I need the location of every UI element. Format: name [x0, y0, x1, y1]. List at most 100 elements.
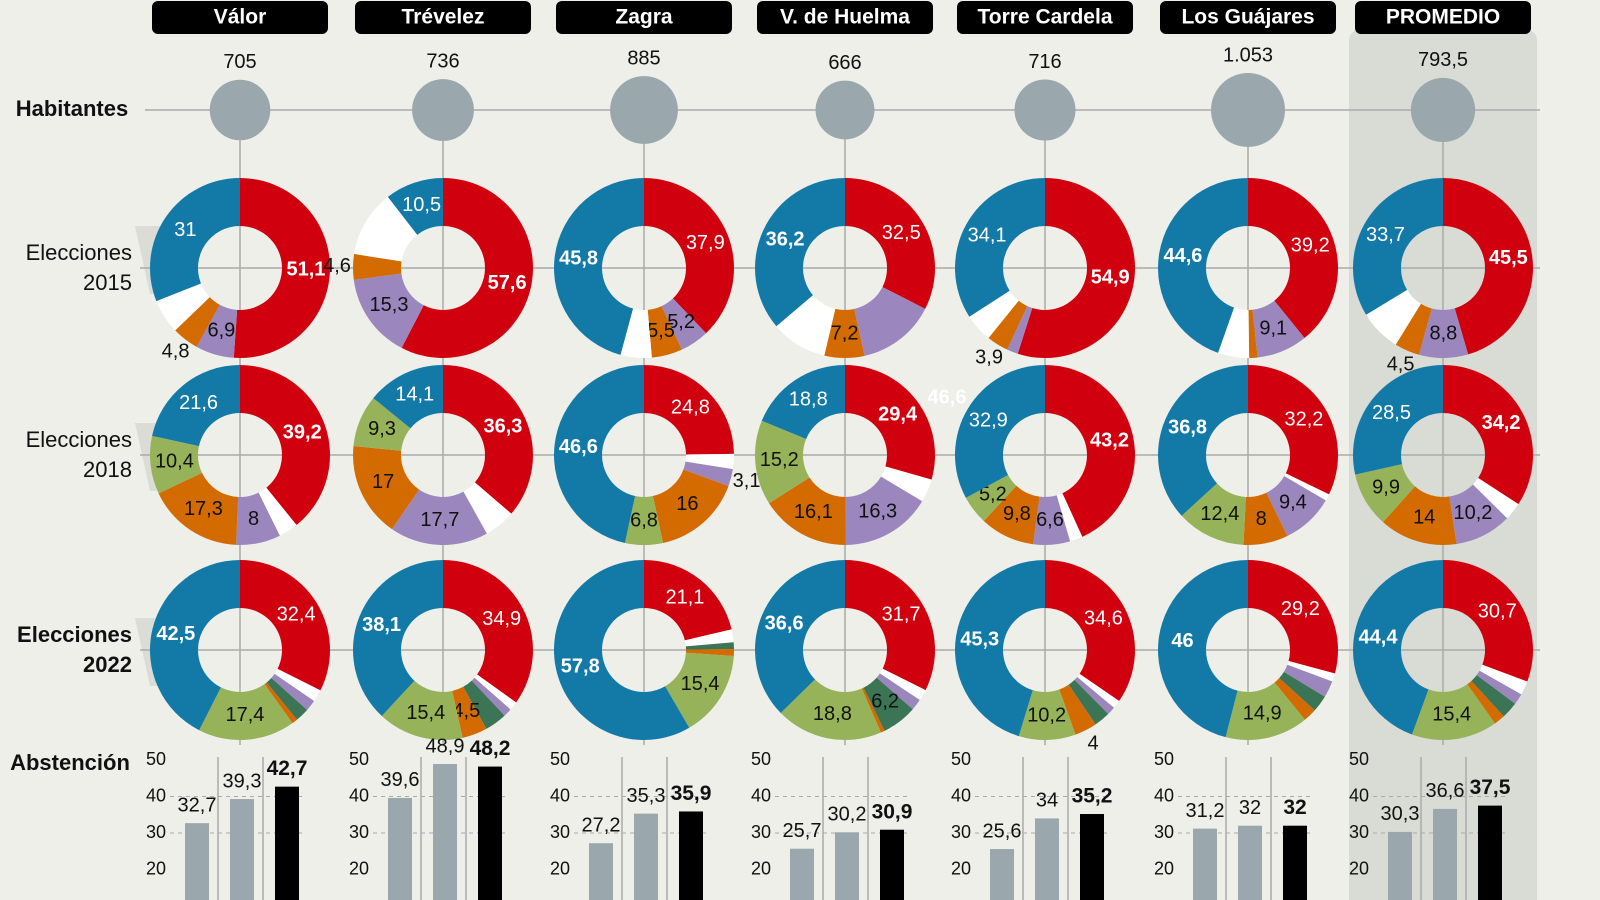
donut-segment-cs	[352, 445, 420, 530]
donut-segment-psoe	[443, 365, 533, 514]
donut-segment-podemos	[353, 273, 424, 348]
donut-segment-otros	[1479, 664, 1528, 695]
donut-label: 15,4	[406, 702, 445, 724]
donut-segment-vox	[1018, 689, 1076, 740]
donut-segment-psoe	[443, 560, 534, 703]
donut-segment-pp	[955, 178, 1045, 317]
axis-tick: 30	[1349, 822, 1369, 842]
donut-label: 45,5	[1489, 247, 1528, 269]
donut-segment-cs	[769, 477, 846, 545]
donut-segment-cs	[1243, 492, 1288, 546]
donut-label: 10,4	[155, 451, 194, 473]
donut-segment-psoe	[644, 560, 732, 641]
donut-label: 34,2	[1482, 412, 1521, 434]
donut-segment-otros	[879, 668, 926, 701]
abstention-label: 30,2	[828, 804, 867, 826]
donut-segment-pp	[353, 560, 443, 716]
axis-tick: 50	[349, 749, 369, 769]
abstention-label: 36,6	[1426, 780, 1465, 802]
abstention-bar	[275, 786, 299, 900]
donut-segment-otros	[1218, 307, 1250, 358]
donut-label: 39,2	[1291, 234, 1330, 256]
donut-segment-psoe	[845, 178, 936, 309]
donut-segment-otros2	[685, 642, 734, 650]
abstention-label: 31,2	[1186, 800, 1225, 822]
axis-tick: 50	[751, 749, 771, 769]
donut-segment-cs	[353, 253, 402, 280]
donut-segment-podemos	[1283, 664, 1333, 697]
donut-segment-pp	[1157, 365, 1248, 516]
donut-label: 32,2	[1284, 408, 1323, 430]
abstention-bar	[230, 799, 254, 900]
column-header-label: V. de Huelma	[780, 6, 910, 29]
donut-label: 6,6	[1036, 509, 1064, 531]
abstention-label: 32	[1239, 797, 1261, 819]
donut-label: 7,2	[831, 322, 859, 344]
donut-segment-cs	[1059, 684, 1096, 735]
axis-tick: 30	[146, 822, 166, 842]
donut-label: 9,1	[1259, 317, 1287, 339]
donut-segment-podemos	[1418, 308, 1469, 358]
donut-segment-pp	[373, 365, 443, 429]
donut-label: 32,4	[277, 604, 316, 626]
donut-segment-pp	[955, 560, 1045, 737]
donut-segment-vox	[1225, 682, 1305, 740]
donut-segment-podemos	[1007, 306, 1033, 354]
donut-label: 17,7	[420, 509, 459, 531]
column-tr-velez: Trévelez 736 57,6 15,3 4,6 10,5 36,3 17,7 17 9,3 1…	[323, 1, 534, 900]
donut-label: 31	[174, 219, 196, 241]
donut-segment-vox	[624, 496, 664, 545]
column-los-gu-jares: Los Guájares 1.053 39,2 9,1 44,6 32,2 9,4 8 12,4…	[1154, 1, 1339, 900]
donut-label: 6,2	[871, 691, 899, 713]
axis-tick: 40	[550, 785, 570, 805]
column-header-label: Válor	[214, 6, 267, 29]
population-value: 1.053	[1223, 44, 1273, 66]
abstention-label: 27,2	[582, 815, 621, 837]
abstention-bar	[388, 797, 412, 900]
donut-segment-vox	[755, 420, 810, 504]
donut-label: 46,6	[559, 436, 598, 458]
donut-segment-podemos	[845, 476, 923, 545]
abstention-bar	[478, 766, 502, 900]
donut-label: 32,9	[969, 410, 1008, 432]
stray-label: 46,6	[928, 386, 967, 408]
donut-segment-pp	[1353, 560, 1443, 735]
donut-segment-otros2	[863, 677, 913, 731]
donut-segment-podemos	[661, 298, 707, 350]
donut-segment-vox	[381, 680, 463, 741]
column-header-label: Torre Cardela	[978, 6, 1113, 29]
abstention-bar	[1433, 808, 1457, 900]
row-label-e2018-year: 2018	[83, 457, 132, 482]
donut-segment-cs	[861, 687, 885, 733]
donut-segment-pp	[554, 178, 644, 355]
population-value: 736	[426, 50, 459, 72]
donut-segment-otros2	[266, 677, 308, 720]
donut-label: 51,1	[286, 259, 325, 281]
donut-segment-otros	[969, 290, 1019, 339]
column-v-lor: Válor 705 51,1 6,9 4,8 31 39,2 8 17,3 10,4 21,6 32,…	[146, 1, 330, 900]
donut-label: 5,2	[667, 311, 695, 333]
donut-segment-otros	[274, 668, 321, 702]
abstention-label: 35,2	[1072, 785, 1113, 808]
donut-label: 39,2	[283, 421, 322, 443]
donut-segment-otros	[1077, 673, 1120, 708]
population-circle	[1014, 79, 1076, 141]
axis-tick: 50	[146, 749, 166, 769]
donut-label: 15,2	[760, 449, 799, 471]
population-circle	[1211, 73, 1285, 147]
axis-tick: 20	[1349, 858, 1369, 878]
row-label-e2022-year: 2022	[83, 652, 132, 677]
abstention-bar	[185, 823, 209, 900]
donut-segment-otros	[881, 466, 932, 502]
donut-segment-psoe	[240, 560, 330, 691]
abstention-label: 30,9	[872, 800, 913, 823]
donut-segment-otros	[1284, 473, 1329, 501]
donut-segment-vox	[965, 475, 1017, 521]
abstention-label: 34	[1036, 790, 1058, 812]
donut-label: 46	[1171, 630, 1193, 652]
donut-label: 34,6	[1084, 608, 1123, 630]
donut-label: 5,2	[979, 484, 1007, 506]
column-header-label: Los Guájares	[1181, 6, 1314, 29]
donut-segment-pp	[1353, 178, 1443, 315]
